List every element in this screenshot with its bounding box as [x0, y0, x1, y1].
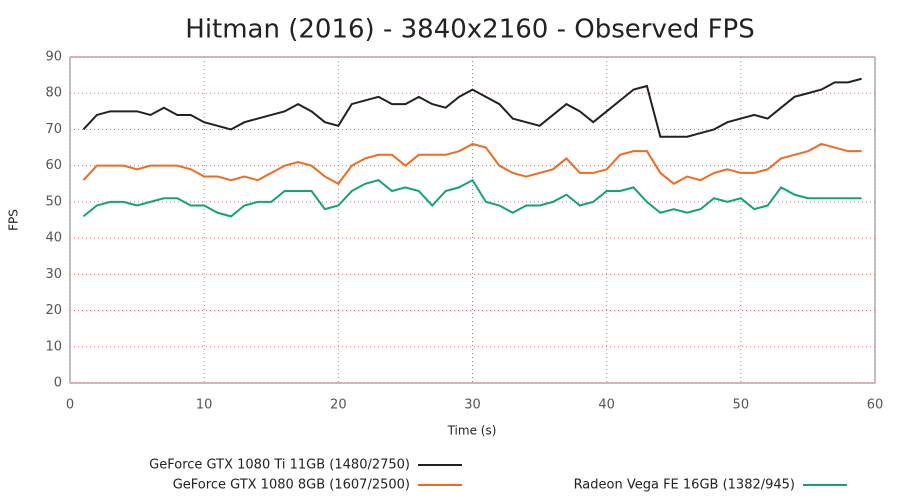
y-tick-label: 40	[45, 231, 62, 246]
x-tick-label: 10	[196, 398, 213, 413]
x-tick-label: 30	[464, 398, 481, 413]
y-axis-label: FPS	[7, 209, 21, 231]
y-tick-label: 80	[45, 86, 62, 101]
plot-area	[69, 56, 876, 384]
y-tick-label: 60	[45, 158, 62, 173]
y-tick-label: 50	[45, 194, 62, 209]
series-line	[82, 178, 862, 218]
x-tick-label: 50	[733, 398, 750, 413]
legend-label: Radeon Vega FE 16GB (1382/945)	[574, 478, 795, 493]
chart-title: Hitman (2016) - 3840x2160 - Observed FPS	[185, 15, 754, 45]
x-tick-label: 0	[66, 398, 74, 413]
series-line	[82, 77, 862, 138]
legend-label: GeForce GTX 1080 Ti 11GB (1480/2750)	[149, 458, 410, 473]
legend-label: GeForce GTX 1080 8GB (1607/2500)	[173, 478, 410, 493]
x-tick-label: 60	[867, 398, 884, 413]
x-tick-label: 20	[330, 398, 347, 413]
y-tick-label: 20	[45, 303, 62, 318]
series-line	[82, 142, 862, 186]
y-tick-label: 90	[45, 50, 62, 65]
y-tick-label: 0	[54, 376, 62, 391]
x-axis-label: Time (s)	[447, 424, 497, 438]
x-tick-label: 40	[598, 398, 615, 413]
y-tick-label: 10	[45, 339, 62, 354]
y-tick-label: 30	[45, 267, 62, 282]
y-tick-label: 70	[45, 122, 62, 137]
